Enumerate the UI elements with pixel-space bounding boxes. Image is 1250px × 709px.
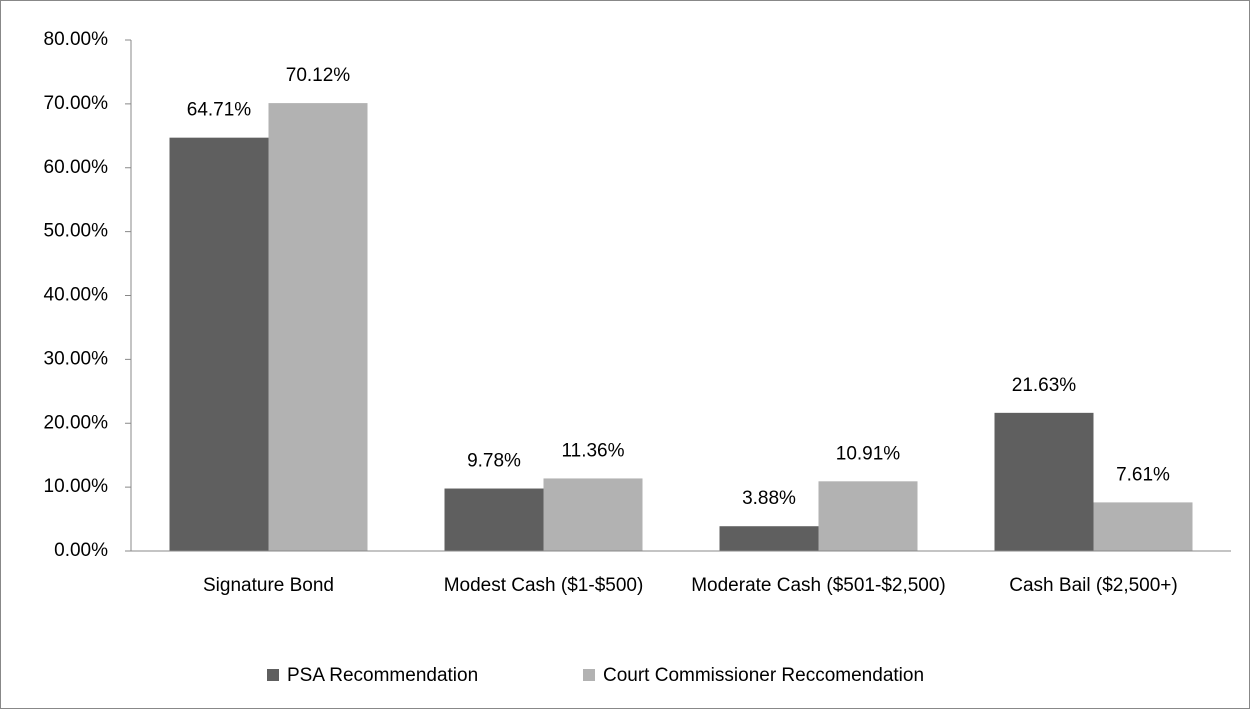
- x-tick-label: Signature Bond: [203, 575, 334, 596]
- value-label: 10.91%: [836, 443, 901, 464]
- bar: [543, 478, 643, 551]
- value-label: 70.12%: [286, 65, 351, 86]
- y-tick-label: 50.00%: [44, 221, 109, 242]
- bar: [444, 488, 544, 551]
- value-label: 64.71%: [187, 100, 252, 121]
- x-tick-label: Modest Cash ($1-$500): [444, 575, 644, 596]
- y-tick-label: 80.00%: [44, 29, 109, 50]
- legend-label: PSA Recommendation: [287, 665, 478, 686]
- y-tick-label: 30.00%: [44, 348, 109, 369]
- value-label: 21.63%: [1012, 375, 1077, 396]
- legend-label: Court Commissioner Reccomendation: [603, 665, 924, 686]
- y-tick-label: 70.00%: [44, 93, 109, 114]
- value-label: 7.61%: [1116, 464, 1170, 485]
- y-tick-label: 60.00%: [44, 157, 109, 178]
- value-label: 3.88%: [742, 488, 796, 509]
- y-tick-label: 10.00%: [44, 476, 109, 497]
- value-label: 11.36%: [561, 440, 624, 461]
- bar: [719, 526, 819, 551]
- value-label: 9.78%: [467, 451, 521, 472]
- legend-swatch: [267, 669, 279, 681]
- y-tick-label: 40.00%: [44, 285, 109, 306]
- y-tick-label: 0.00%: [54, 540, 108, 561]
- bar: [994, 412, 1094, 551]
- legend-swatch: [583, 669, 595, 681]
- bar: [818, 481, 918, 551]
- bar: [169, 137, 269, 552]
- y-tick-label: 20.00%: [44, 412, 109, 433]
- bar: [1093, 502, 1193, 551]
- x-tick-label: Cash Bail ($2,500+): [1009, 575, 1177, 596]
- bar: [268, 103, 368, 552]
- x-tick-label: Moderate Cash ($501-$2,500): [691, 575, 946, 596]
